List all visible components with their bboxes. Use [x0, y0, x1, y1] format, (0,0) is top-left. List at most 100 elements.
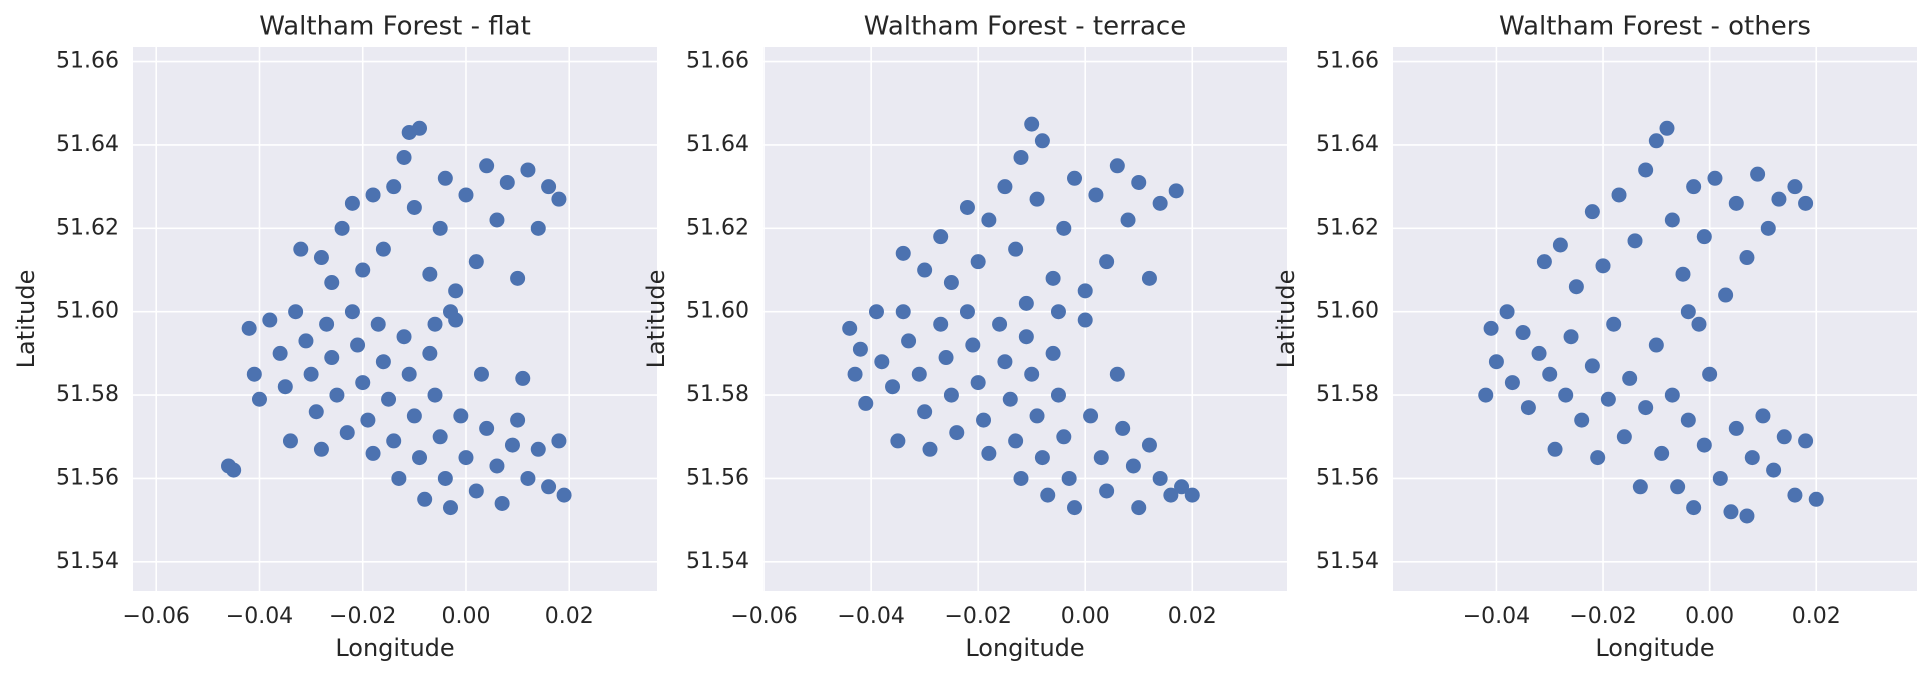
- point: [541, 479, 557, 495]
- point: [530, 220, 546, 236]
- y-tick-label: 51.62: [56, 215, 119, 240]
- point: [1686, 500, 1702, 516]
- point: [1808, 491, 1824, 507]
- point: [1013, 149, 1029, 165]
- x-tick-label: −0.04: [1463, 604, 1530, 629]
- x-axis-label: Longitude: [335, 634, 454, 662]
- point: [1723, 504, 1739, 520]
- point: [386, 433, 402, 449]
- point: [375, 241, 391, 257]
- point: [241, 320, 257, 336]
- point: [885, 379, 901, 395]
- point: [1680, 412, 1696, 428]
- y-tick-label: 51.58: [1316, 382, 1379, 407]
- point: [1744, 450, 1760, 466]
- point: [981, 212, 997, 228]
- point: [965, 337, 981, 353]
- point: [1798, 433, 1814, 449]
- point: [412, 450, 428, 466]
- point: [1696, 229, 1712, 245]
- x-tick-label: 0.00: [1061, 604, 1110, 629]
- point: [1504, 375, 1520, 391]
- point: [1125, 458, 1141, 474]
- point: [1131, 174, 1147, 190]
- point: [530, 441, 546, 457]
- point: [437, 470, 453, 486]
- point: [852, 341, 868, 357]
- point: [381, 391, 397, 407]
- point: [868, 304, 884, 320]
- point: [874, 354, 890, 370]
- point: [1755, 408, 1771, 424]
- point: [1029, 408, 1045, 424]
- point: [293, 241, 309, 257]
- point: [1787, 487, 1803, 503]
- point: [1702, 366, 1718, 382]
- point: [1067, 170, 1083, 186]
- point: [1648, 337, 1664, 353]
- chart-title: Waltham Forest - others: [1499, 12, 1811, 42]
- point: [901, 333, 917, 349]
- y-tick-label: 51.56: [56, 465, 119, 490]
- point: [370, 316, 386, 332]
- point: [1638, 162, 1654, 178]
- y-tick-label: 51.54: [56, 549, 119, 574]
- point: [365, 187, 381, 203]
- point: [386, 179, 402, 195]
- point: [1563, 329, 1579, 345]
- x-tick-label: 0.02: [1168, 604, 1217, 629]
- point: [422, 345, 438, 361]
- y-tick-label: 51.62: [686, 215, 749, 240]
- point: [1654, 445, 1670, 461]
- point: [458, 450, 474, 466]
- point: [1088, 187, 1104, 203]
- point: [262, 312, 278, 328]
- y-tick-label: 51.54: [1316, 549, 1379, 574]
- point: [448, 283, 464, 299]
- point: [1483, 320, 1499, 336]
- y-tick-label: 51.66: [1316, 49, 1379, 74]
- point: [355, 375, 371, 391]
- point: [277, 379, 293, 395]
- point: [1174, 479, 1190, 495]
- point: [1616, 429, 1632, 445]
- point: [1664, 387, 1680, 403]
- x-axis-label: Longitude: [965, 634, 1084, 662]
- plot-area: [133, 47, 657, 591]
- point: [1536, 254, 1552, 270]
- point: [1611, 187, 1627, 203]
- point: [992, 316, 1008, 332]
- point: [303, 366, 319, 382]
- point: [1622, 370, 1638, 386]
- point: [1141, 270, 1157, 286]
- point: [1131, 500, 1147, 516]
- point: [933, 316, 949, 332]
- point: [1002, 391, 1018, 407]
- point: [943, 387, 959, 403]
- point: [1696, 437, 1712, 453]
- x-tick-label: −0.04: [837, 604, 904, 629]
- point: [541, 179, 557, 195]
- point: [1029, 191, 1045, 207]
- point: [1109, 158, 1125, 174]
- point: [355, 262, 371, 278]
- point: [1632, 479, 1648, 495]
- point: [489, 458, 505, 474]
- point: [1061, 470, 1077, 486]
- point: [1018, 329, 1034, 345]
- point: [1568, 279, 1584, 295]
- y-axis-label: Latitude: [642, 270, 670, 369]
- point: [1590, 450, 1606, 466]
- point: [1008, 433, 1024, 449]
- point: [1488, 354, 1504, 370]
- point: [510, 270, 526, 286]
- point: [272, 345, 288, 361]
- point: [365, 445, 381, 461]
- point: [1093, 450, 1109, 466]
- point: [847, 366, 863, 382]
- point: [324, 275, 340, 291]
- point: [510, 412, 526, 428]
- point: [1659, 120, 1675, 136]
- y-tick-label: 51.60: [56, 299, 119, 324]
- point: [298, 333, 314, 349]
